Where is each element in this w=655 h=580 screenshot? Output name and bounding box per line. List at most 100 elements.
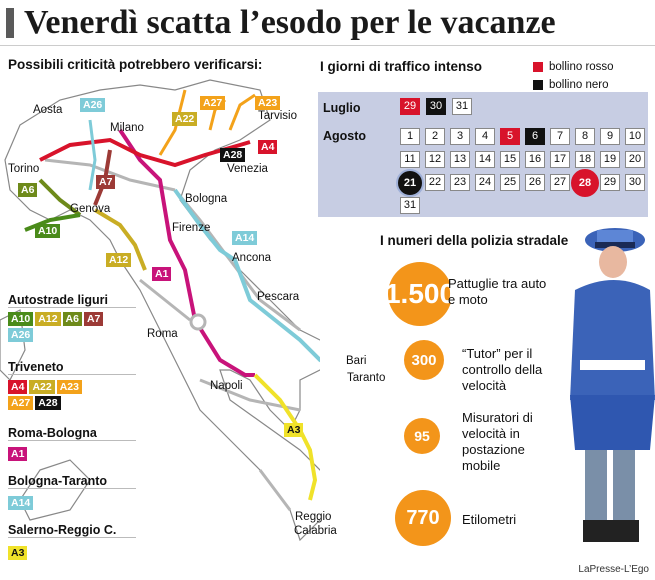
city-milano: Milano [110, 122, 144, 134]
calendar-day: 8 [575, 128, 595, 145]
city-firenze: Firenze [172, 222, 211, 234]
road-shield-a26: A26 [80, 98, 106, 112]
legend-group-roads: A4 A22 A23 A27 A28 [8, 380, 108, 410]
exodus-ring: 21 [396, 169, 424, 197]
legend-road-a7: A7 [83, 312, 104, 326]
calendar-day: 11 [400, 151, 420, 168]
legend-group-title: Autostrade liguri [8, 293, 136, 308]
police-officer-illustration [570, 228, 655, 542]
legend-road-a12: A12 [35, 312, 61, 326]
legend-road-a4: A4 [8, 380, 28, 394]
city-ancona: Ancona [232, 252, 272, 264]
legend-road-a6: A6 [62, 312, 82, 326]
calendar-day: 16 [525, 151, 545, 168]
city-venezia: Venezia [227, 163, 268, 175]
calendar-day: 6 [525, 128, 545, 145]
key-black: bollino nero [533, 79, 608, 91]
legend-road-a22: A22 [29, 380, 55, 394]
calendar-day: 29 [600, 174, 620, 191]
stat-label: “Tutor” per il controllo della velocità [462, 346, 543, 393]
city-taranto: Taranto [347, 372, 386, 384]
stat-label: Pattuglie tra auto e moto [448, 276, 547, 307]
legend-group-roads: A14 [8, 496, 108, 510]
city-aosta: Aosta [33, 104, 63, 116]
calendar-day: 25 [500, 174, 520, 191]
title-bar: Venerdì scatta l’esodo per le vacanze [0, 0, 655, 46]
calendar-day: 27 [550, 174, 570, 191]
calendar-day: 31 [452, 98, 472, 115]
calendar-day: 10 [625, 128, 645, 145]
stat-value: 1.500 [385, 262, 455, 326]
calendar-day: 1 [400, 128, 420, 145]
calendar-day: 30 [625, 174, 645, 191]
road-shield-a23: A23 [255, 96, 281, 110]
stat-value: 95 [404, 418, 440, 454]
calendar-day: 18 [575, 151, 595, 168]
calendar-day: 13 [450, 151, 470, 168]
legend-road-a3: A3 [8, 546, 28, 560]
legend-road-a26: A26 [8, 328, 34, 342]
calendar-day: 4 [475, 128, 495, 145]
italy-map [0, 79, 320, 542]
road-shield-a27: A27 [200, 96, 226, 110]
road-shield-a7: A7 [96, 175, 116, 189]
calendar-day: 9 [600, 128, 620, 145]
credit: LaPresse-L’Ego [578, 564, 649, 575]
calendar-day: 24 [475, 174, 495, 191]
calendar-day: 17 [550, 151, 570, 168]
legend-group-title: Bologna-Taranto [8, 474, 136, 489]
legend-group-roads: A10 A12 A6 A7 A26 [8, 312, 108, 342]
stat-label: Misuratori di velocità in postazione mob… [462, 410, 533, 473]
legend-group-roads: A1 [8, 447, 108, 461]
road-shield-a1: A1 [152, 267, 172, 281]
road-shield-a14: A14 [232, 231, 258, 245]
city-calabria: Calabria [294, 525, 337, 537]
legend-road-a27: A27 [8, 396, 34, 410]
legend-group-title: Triveneto [8, 360, 136, 375]
month-luglio: Luglio [323, 101, 361, 115]
legend-road-a14: A14 [8, 496, 34, 510]
road-shield-a28: A28 [220, 148, 246, 162]
city-napoli: Napoli [210, 380, 243, 392]
month-agosto: Agosto [323, 129, 367, 143]
stats-heading: I numeri della polizia stradale [380, 233, 569, 248]
stat-value: 300 [404, 340, 444, 380]
calendar-day: 5 [500, 128, 520, 145]
calendar-day: 2 [425, 128, 445, 145]
key-red: bollino rosso [533, 61, 614, 73]
road-shield-a6: A6 [18, 183, 38, 197]
city-roma: Roma [147, 328, 178, 340]
calendar-day: 3 [450, 128, 470, 145]
stat-value: 770 [395, 490, 451, 546]
road-shield-a4: A4 [258, 140, 278, 154]
calendar-day: 22 [425, 174, 445, 191]
legend-group-title: Salerno-Reggio C. [8, 523, 136, 538]
stat-label: Etilometri [462, 512, 517, 527]
calendar-day: 23 [450, 174, 470, 191]
city-torino: Torino [8, 163, 40, 175]
legend-group-title: Roma-Bologna [8, 426, 136, 441]
calendar-day: 7 [550, 128, 570, 145]
road-shield-a12: A12 [106, 253, 132, 267]
city-bari: Bari [346, 355, 367, 367]
legend-road-a28: A28 [35, 396, 61, 410]
road-shield-a22: A22 [172, 112, 198, 126]
calendar-day: 14 [475, 151, 495, 168]
calendar-day: 19 [600, 151, 620, 168]
city-genova: Genova [70, 203, 111, 215]
calendar-day: 15 [500, 151, 520, 168]
exodus-ring: 28 [571, 169, 599, 197]
legend-group-roads: A3 [8, 546, 108, 560]
calendar-day: 20 [625, 151, 645, 168]
road-shield-a3: A3 [284, 423, 304, 437]
legend-road-a10: A10 [8, 312, 34, 326]
city-pescara: Pescara [257, 291, 300, 303]
road-shield-a10: A10 [35, 224, 61, 238]
city-tarvisio: Tarvisio [258, 110, 297, 122]
calendar-day: 30 [426, 98, 446, 115]
calendar-heading: I giorni di traffico intenso [320, 59, 482, 74]
calendar-day: 26 [525, 174, 545, 191]
title-accent [6, 8, 14, 38]
calendar-day: 31 [400, 197, 420, 214]
calendar-day: 29 [400, 98, 420, 115]
